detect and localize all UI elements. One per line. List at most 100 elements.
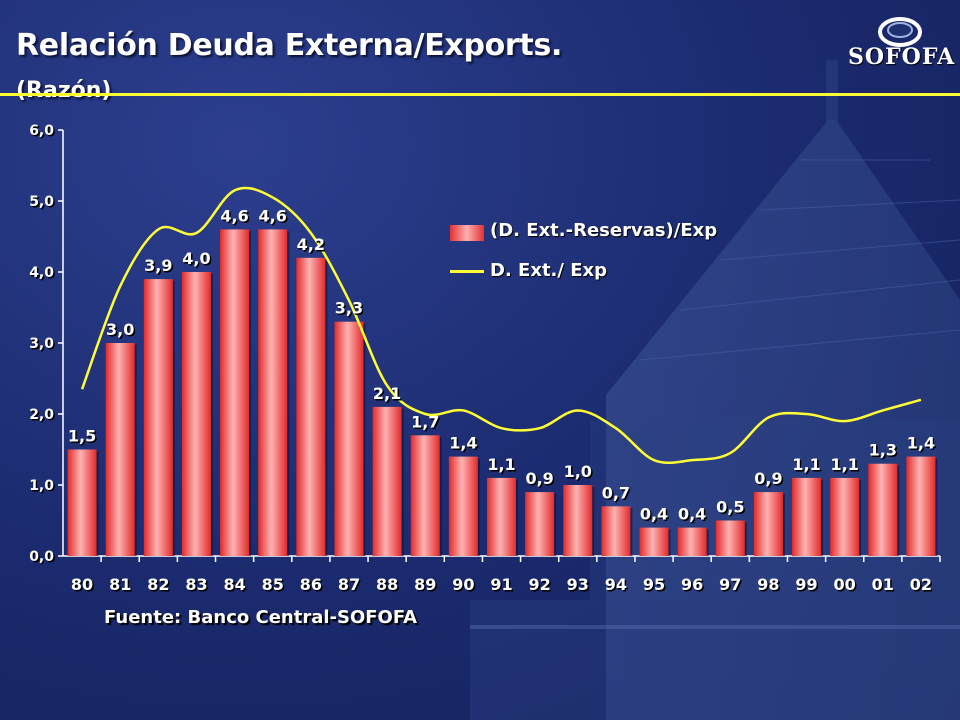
x-tick-label-shadow: 92	[530, 577, 552, 596]
sofofa-logo: SOFOFA	[848, 10, 956, 76]
x-tick-label-shadow: 87	[339, 577, 361, 596]
bar-value-label-shadow: 0,5	[718, 499, 746, 518]
bar-value-label-shadow: 3,0	[108, 322, 136, 341]
bar-value-label-shadow: 4,0	[184, 251, 212, 270]
bar-value-label-shadow: 1,4	[908, 435, 936, 454]
bar-value-label: 4,6	[259, 206, 287, 225]
x-tick-label-shadow: 83	[187, 577, 209, 596]
bar	[143, 279, 173, 556]
x-tick-label-shadow: 91	[492, 577, 514, 596]
x-tick-label-shadow: 96	[683, 577, 705, 596]
legend-line-label: D. Ext./ Exp	[490, 260, 608, 281]
y-tick-label-shadow: 6,0	[31, 125, 56, 141]
x-tick-label: 98	[757, 575, 779, 594]
x-tick-label: 93	[567, 575, 589, 594]
x-tick-label: 92	[528, 575, 550, 594]
x-tick-label: 87	[338, 575, 360, 594]
y-tick-label-shadow: 5,0	[31, 196, 56, 212]
x-tick-label: 97	[719, 575, 741, 594]
bar-value-label-shadow: 1,7	[413, 414, 441, 433]
x-tick-label-shadow: 93	[568, 577, 590, 596]
bar-value-label-shadow: 4,2	[298, 236, 326, 255]
logo-text: SOFOFA	[848, 44, 956, 70]
bar-value-label: 1,7	[411, 412, 439, 431]
bar-value-label-shadow: 1,0	[565, 464, 593, 483]
y-tick-label-shadow: 4,0	[31, 267, 56, 283]
y-tick-label: 2,0	[29, 407, 54, 423]
x-tick-label-shadow: 81	[111, 577, 133, 596]
x-tick-label-shadow: 97	[721, 577, 743, 596]
y-tick-label: 6,0	[29, 123, 54, 139]
bar-value-label-shadow: 4,6	[222, 208, 250, 227]
y-tick-label-shadow: 0,0	[31, 551, 56, 567]
bar-value-label: 4,0	[182, 249, 210, 268]
legend-bar-label: (D. Ext.-Reservas)/Exp	[490, 220, 718, 241]
x-tick-label-shadow: 95	[644, 577, 666, 596]
bar	[753, 492, 783, 556]
x-tick-label-shadow: 80	[72, 577, 94, 596]
bar-value-label-shadow: 0,9	[756, 471, 784, 490]
bar	[563, 485, 593, 556]
x-tick-label-shadow: 85	[263, 577, 285, 596]
bar	[334, 321, 364, 556]
x-tick-label-shadow: 00	[835, 577, 857, 596]
bar-value-label-shadow: 0,7	[603, 485, 631, 504]
x-tick-label-shadow: 02	[911, 577, 933, 596]
bar-value-label: 2,1	[373, 384, 401, 403]
x-tick-label: 02	[910, 575, 932, 594]
bar-value-label: 0,4	[678, 505, 706, 524]
line-series-d-ext-exp	[80, 186, 922, 465]
x-tick-label-shadow: 94	[606, 577, 628, 596]
x-tick-label: 91	[490, 575, 512, 594]
y-tick-label: 5,0	[29, 194, 54, 210]
bar	[220, 229, 250, 556]
y-tick-label-shadow: 2,0	[31, 409, 56, 425]
bar	[67, 449, 97, 556]
bar	[448, 456, 478, 556]
x-tick-label: 80	[71, 575, 93, 594]
x-tick-label-shadow: 98	[759, 577, 781, 596]
bar	[906, 456, 936, 556]
x-tick-label: 86	[300, 575, 322, 594]
bar-value-label-shadow: 1,3	[870, 442, 898, 461]
slide-title: Relación Deuda Externa/Exports.	[16, 28, 563, 63]
bar-value-label: 1,5	[68, 427, 96, 446]
bar-value-label: 3,9	[144, 256, 172, 275]
bar-value-label: 1,4	[907, 434, 935, 453]
bar-value-label-shadow: 1,5	[69, 428, 97, 447]
x-tick-label: 99	[795, 575, 817, 594]
title-rule	[0, 93, 960, 96]
bar	[792, 477, 822, 556]
bar	[715, 520, 745, 556]
bar-value-label: 1,1	[487, 455, 515, 474]
bar	[525, 492, 555, 556]
bar	[372, 406, 402, 556]
x-tick-label-shadow: 88	[377, 577, 399, 596]
bar	[601, 506, 631, 556]
x-tick-label: 96	[681, 575, 703, 594]
x-tick-label: 84	[223, 575, 245, 594]
x-tick-label: 95	[643, 575, 665, 594]
bar	[105, 343, 135, 556]
source-note: Fuente: Banco Central-SOFOFA	[104, 607, 418, 628]
bar-value-label: 0,4	[640, 505, 668, 524]
bar-value-label-shadow: 1,4	[451, 435, 479, 454]
bar-value-label: 1,0	[564, 462, 592, 481]
y-tick-label-shadow: 3,0	[31, 338, 56, 354]
bar-value-label-shadow: 0,4	[679, 506, 707, 525]
bar-value-label: 1,4	[449, 434, 477, 453]
x-tick-label: 81	[109, 575, 131, 594]
legend-bar-swatch	[450, 225, 484, 241]
bar-value-label-shadow: 1,1	[489, 456, 517, 475]
x-tick-label: 89	[414, 575, 436, 594]
bar-value-label: 4,2	[297, 235, 325, 254]
bar-value-label-shadow: 0,4	[641, 506, 669, 525]
x-tick-label: 01	[872, 575, 894, 594]
x-tick-label-shadow: 82	[149, 577, 171, 596]
y-tick-label: 3,0	[29, 336, 54, 352]
bar-value-label: 0,7	[602, 483, 630, 502]
x-tick-label: 88	[376, 575, 398, 594]
bar-value-label: 0,9	[754, 469, 782, 488]
bar-value-label: 0,9	[525, 469, 553, 488]
